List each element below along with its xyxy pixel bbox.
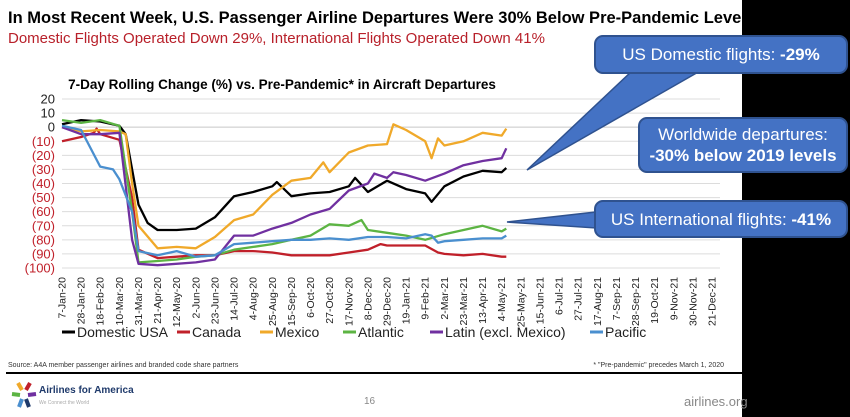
x-tick-label: 6-Jul-21	[554, 277, 566, 315]
callout-value: -30% below 2019 levels	[649, 146, 837, 165]
callout-text: Worldwide departures:	[658, 125, 828, 144]
y-tick-label: (20)	[32, 148, 55, 163]
slide-subtitle: Domestic Flights Operated Down 29%, Inte…	[8, 30, 545, 47]
x-tick-label: 7-Sep-21	[611, 277, 623, 320]
x-tick-label: 27-Jul-21	[573, 277, 585, 321]
y-tick-label: 0	[48, 120, 55, 135]
callout-international: US International flights: -41%	[594, 200, 848, 238]
x-tick-label: 17-Aug-21	[592, 277, 604, 326]
footer-divider	[6, 372, 742, 374]
y-tick-label: (100)	[25, 261, 55, 276]
x-tick-label: 13-Apr-21	[477, 277, 489, 324]
gridlines	[62, 98, 720, 269]
callout-value: -29%	[780, 45, 820, 64]
callout-text: US International flights:	[610, 209, 792, 229]
callout-worldwide: Worldwide departures: -30% below 2019 lev…	[638, 117, 848, 173]
x-tick-label: 4-Aug-20	[248, 277, 260, 320]
y-axis: 20100(10)(20)(30)(40)(50)(60)(70)(80)(90…	[25, 92, 55, 276]
y-tick-label: (60)	[32, 204, 55, 219]
y-tick-label: (50)	[32, 190, 55, 205]
legend-label: Domestic USA	[77, 324, 169, 340]
x-tick-label: 8-Dec-20	[362, 277, 374, 320]
x-tick-label: 2-Mar-21	[439, 277, 451, 320]
y-tick-label: (30)	[32, 162, 55, 177]
x-tick-label: 17-Nov-20	[343, 277, 355, 326]
x-tick-label: 25-May-21	[515, 277, 527, 327]
x-axis: 7-Jan-20 28-Jan-20 18-Feb-20 10-Mar-20 31-Ma…	[57, 277, 719, 327]
series-line-canada	[61, 127, 507, 260]
x-tick-label: 29-Dec-20	[382, 277, 394, 326]
y-tick-label: (40)	[32, 176, 55, 191]
x-tick-label: 19-Oct-21	[649, 277, 661, 324]
x-tick-label: 9-Nov-21	[668, 277, 680, 320]
x-tick-label: 18-Feb-20	[95, 277, 107, 326]
airlines-for-america-logo-icon	[11, 382, 37, 408]
x-tick-label: 30-Nov-21	[687, 277, 699, 326]
logo-tagline: We Connect the World	[39, 400, 90, 406]
x-tick-label: 27-Oct-20	[324, 277, 336, 324]
source-note: Source: A4A member passenger airlines an…	[8, 362, 239, 369]
x-tick-label: 10-Mar-20	[114, 277, 126, 326]
x-tick-label: 14-Jul-20	[229, 277, 241, 321]
series-line-mexico	[61, 123, 508, 250]
x-tick-label: 23-Jun-20	[209, 277, 221, 324]
x-tick-label: 28-Sep-21	[630, 277, 642, 326]
y-tick-label: 10	[41, 106, 55, 121]
x-tick-label: 25-Aug-20	[267, 277, 279, 326]
y-tick-label: (80)	[32, 232, 55, 247]
legend-label: Mexico	[275, 324, 320, 340]
slide-title: In Most Recent Week, U.S. Passenger Airl…	[8, 9, 756, 27]
logo-name: Airlines for America	[39, 385, 134, 396]
footnote: * "Pre-pandemic" precedes March 1, 2020	[593, 362, 724, 369]
y-tick-label: (90)	[32, 246, 55, 261]
legend-label: Pacific	[605, 324, 646, 340]
chart-title: 7-Day Rolling Change (%) vs. Pre-Pandemi…	[68, 77, 496, 92]
x-tick-label: 12-May-20	[171, 277, 183, 327]
series-line-pacific	[61, 124, 507, 258]
callout-domestic: US Domestic flights: -29%	[594, 35, 848, 74]
x-tick-label: 23-Mar-21	[458, 277, 470, 326]
legend-label: Canada	[192, 324, 241, 340]
y-tick-label: (70)	[32, 218, 55, 233]
line-chart: 7-Day Rolling Change (%) vs. Pre-Pandemi…	[25, 77, 720, 340]
series-lines	[61, 118, 508, 267]
x-tick-label: 9-Feb-21	[420, 277, 432, 320]
legend-label: Latin (excl. Mexico)	[445, 324, 566, 340]
y-tick-label: (10)	[32, 134, 55, 149]
y-tick-label: 20	[41, 92, 55, 107]
x-tick-label: 21-Dec-21	[707, 277, 719, 326]
series-line-domestic-usa	[61, 118, 508, 232]
legend: Domestic USA Canada Mexico Atlantic Latin (e…	[62, 324, 646, 340]
legend-label: Atlantic	[358, 324, 404, 340]
x-tick-label: 31-Mar-20	[133, 277, 145, 326]
x-tick-label: 6-Oct-20	[305, 277, 317, 318]
page-number: 16	[364, 396, 376, 407]
x-tick-label: 2-Jun-20	[190, 277, 202, 319]
x-tick-label: 19-Jan-21	[401, 277, 413, 324]
x-tick-label: 4-May-21	[496, 277, 508, 322]
x-tick-label: 7-Jan-20	[57, 277, 69, 319]
x-tick-label: 28-Jan-20	[76, 277, 88, 324]
callout-text: US Domestic flights:	[622, 45, 781, 64]
website-link[interactable]: airlines.org	[684, 394, 748, 409]
callout-value: -41%	[791, 209, 832, 229]
x-tick-label: 15-Jun-21	[534, 277, 546, 324]
international-callout-pointer	[506, 211, 597, 229]
series-line-latin-excl-mexico-	[61, 126, 508, 267]
x-tick-label: 15-Sep-20	[286, 277, 298, 326]
x-tick-label: 21-Apr-20	[152, 277, 164, 324]
